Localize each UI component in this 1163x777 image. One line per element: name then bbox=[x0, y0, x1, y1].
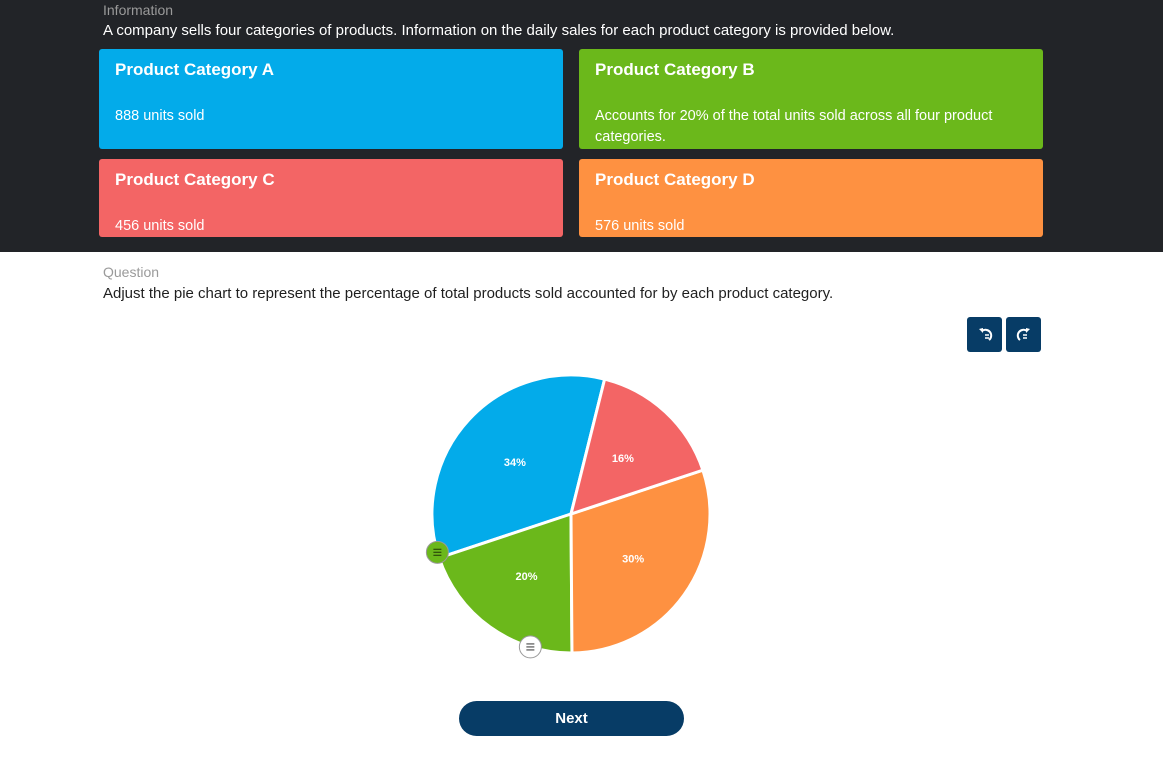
information-panel: Information A company sells four categor… bbox=[0, 0, 1163, 252]
card-title: Product Category A bbox=[115, 60, 275, 79]
card-product-category-c: Product Category C 456 units sold bbox=[99, 159, 563, 237]
pie-slice-label: 20% bbox=[515, 571, 537, 583]
next-button[interactable]: Next bbox=[459, 701, 684, 736]
card-body: 888 units sold bbox=[115, 108, 205, 124]
pie-slice-label: 16% bbox=[612, 453, 634, 465]
card-title: Product Category D bbox=[595, 170, 755, 189]
question-text: Adjust the pie chart to represent the pe… bbox=[103, 285, 834, 302]
card-title: Product Category B bbox=[595, 60, 755, 79]
pie-chart[interactable]: 34% 20% 30% 16% bbox=[420, 360, 730, 670]
card-product-category-d: Product Category D 576 units sold bbox=[579, 159, 1043, 237]
question-label: Question bbox=[103, 264, 160, 280]
card-body: Accounts for 20% of the total units sold… bbox=[595, 108, 993, 145]
redo-button[interactable] bbox=[1006, 317, 1041, 352]
pie-slice-label: 30% bbox=[622, 554, 644, 566]
card-product-category-a: Product Category A 888 units sold bbox=[99, 49, 563, 149]
slice-drag-handle[interactable] bbox=[425, 540, 449, 564]
pie-slice[interactable] bbox=[437, 511, 574, 655]
card-body: 576 units sold bbox=[595, 218, 685, 234]
pie-slice[interactable] bbox=[430, 373, 607, 560]
card-body: 456 units sold bbox=[115, 218, 205, 234]
slice-drag-handle[interactable] bbox=[518, 635, 542, 659]
pie-slice[interactable] bbox=[569, 468, 712, 655]
pie-slice-label: 34% bbox=[504, 457, 526, 469]
card-title: Product Category C bbox=[115, 170, 275, 189]
undo-icon bbox=[978, 327, 992, 341]
information-text: A company sells four categories of produ… bbox=[103, 22, 895, 39]
information-label: Information bbox=[103, 2, 174, 18]
card-product-category-b: Product Category B Accounts for 20% of t… bbox=[579, 49, 1043, 149]
undo-button[interactable] bbox=[967, 317, 1002, 352]
redo-icon bbox=[1016, 327, 1030, 341]
pie-slice[interactable] bbox=[568, 377, 705, 517]
